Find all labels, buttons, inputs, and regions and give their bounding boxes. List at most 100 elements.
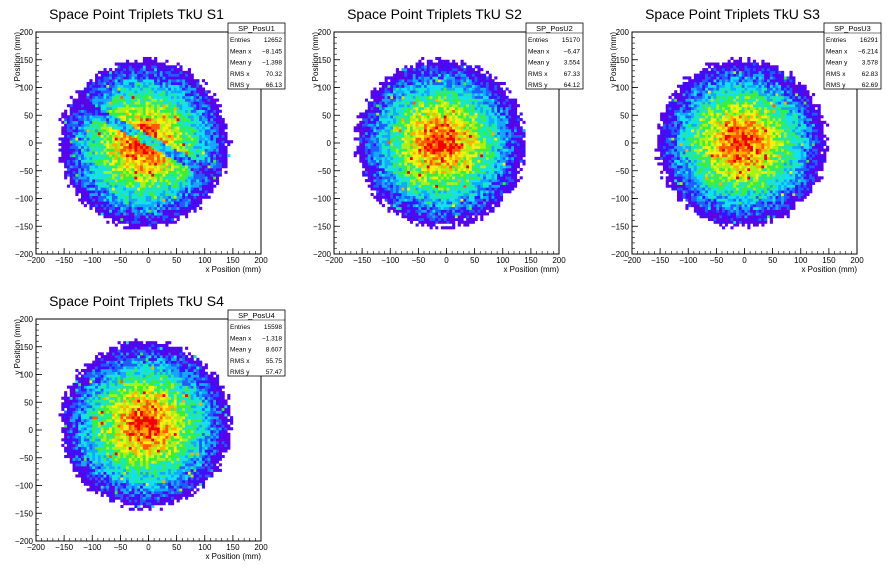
heatmap-bin bbox=[384, 143, 388, 147]
heatmap-bin bbox=[438, 106, 442, 110]
heatmap-bin bbox=[384, 198, 388, 202]
heatmap-bin bbox=[457, 184, 461, 188]
heatmap-bin bbox=[469, 156, 473, 160]
heatmap-bin bbox=[168, 68, 172, 72]
heatmap-bin bbox=[452, 98, 456, 102]
heatmap-bin bbox=[471, 192, 475, 197]
heatmap-bin bbox=[134, 151, 138, 155]
heatmap-bin bbox=[162, 104, 166, 108]
heatmap-bin bbox=[409, 93, 414, 97]
heatmap-bin bbox=[196, 93, 200, 97]
heatmap-bin bbox=[95, 87, 99, 91]
heatmap-bin bbox=[171, 195, 175, 199]
heatmap-bin bbox=[443, 165, 447, 169]
heatmap-bin bbox=[151, 81, 155, 86]
heatmap-bin bbox=[469, 106, 473, 110]
heatmap-bin bbox=[86, 167, 90, 172]
heatmap-bin bbox=[131, 81, 135, 86]
heatmap-bin bbox=[393, 187, 397, 191]
heatmap-bin bbox=[398, 126, 402, 130]
heatmap-bin bbox=[111, 215, 116, 219]
heatmap-bin bbox=[126, 129, 130, 133]
heatmap-bin bbox=[207, 134, 211, 138]
heatmap-bin bbox=[114, 93, 118, 97]
heatmap-bin bbox=[89, 101, 93, 105]
heatmap-bin bbox=[168, 206, 172, 210]
heatmap-bin bbox=[97, 148, 101, 152]
heatmap-bin bbox=[213, 115, 217, 119]
heatmap-bin bbox=[148, 143, 152, 147]
heatmap-bin bbox=[114, 84, 118, 88]
heatmap-bin bbox=[126, 98, 130, 102]
heatmap-bin bbox=[154, 65, 158, 69]
heatmap-bin bbox=[435, 162, 439, 166]
heatmap-bin bbox=[376, 170, 380, 174]
heatmap-bin bbox=[370, 140, 374, 144]
heatmap-bin bbox=[131, 190, 135, 194]
heatmap-bin bbox=[210, 106, 214, 110]
heatmap-bin bbox=[432, 215, 436, 219]
heatmap-bin bbox=[137, 79, 141, 83]
heatmap-bin bbox=[196, 98, 200, 102]
heatmap-bin bbox=[204, 129, 208, 133]
heatmap-bin bbox=[424, 195, 428, 199]
heatmap-bin bbox=[379, 145, 383, 149]
heatmap-bin bbox=[404, 181, 408, 185]
heatmap-bin bbox=[95, 187, 99, 191]
heatmap-bin bbox=[218, 145, 222, 149]
heatmap-bin bbox=[381, 137, 385, 141]
heatmap-bin bbox=[457, 90, 461, 94]
heatmap-bin bbox=[429, 176, 433, 180]
heatmap-bin bbox=[435, 209, 439, 213]
heatmap-bin bbox=[97, 159, 101, 163]
heatmap-bin bbox=[407, 206, 411, 210]
heatmap-bin bbox=[86, 145, 90, 149]
heatmap-bin bbox=[64, 145, 68, 149]
heatmap-bin bbox=[148, 84, 152, 88]
heatmap-bin bbox=[196, 167, 200, 172]
heatmap-bin bbox=[128, 76, 132, 80]
heatmap-bin bbox=[75, 140, 79, 144]
heatmap-bin bbox=[114, 101, 118, 105]
heatmap-bin bbox=[457, 148, 461, 152]
heatmap-bin bbox=[440, 151, 444, 155]
heatmap-bin bbox=[418, 145, 422, 149]
heatmap-bin bbox=[418, 134, 422, 138]
heatmap-bin bbox=[390, 98, 394, 102]
heatmap-bin bbox=[86, 95, 90, 99]
heatmap-bin bbox=[409, 109, 414, 113]
heatmap-bin bbox=[134, 101, 138, 105]
heatmap-bin bbox=[159, 201, 163, 205]
heatmap-bin bbox=[187, 198, 191, 202]
heatmap-bin bbox=[154, 179, 158, 183]
heatmap-bin bbox=[109, 209, 113, 213]
heatmap-bin bbox=[376, 126, 380, 130]
heatmap-bin bbox=[454, 217, 459, 221]
heatmap-bin bbox=[120, 65, 124, 69]
heatmap-bin bbox=[463, 220, 467, 224]
heatmap-bin bbox=[168, 84, 172, 88]
heatmap-bin bbox=[176, 179, 180, 183]
heatmap-bin bbox=[213, 131, 217, 135]
heatmap-bin bbox=[381, 154, 385, 158]
heatmap-bin bbox=[384, 118, 388, 122]
heatmap-bin bbox=[395, 165, 399, 169]
heatmap-bin bbox=[126, 159, 130, 163]
heatmap-bin bbox=[401, 134, 405, 138]
heatmap-bin bbox=[446, 65, 450, 69]
heatmap-bin bbox=[120, 101, 124, 105]
heatmap-bin bbox=[64, 137, 68, 141]
heatmap-bin bbox=[379, 95, 383, 99]
heatmap-bin bbox=[176, 95, 180, 99]
heatmap-bin bbox=[213, 98, 217, 102]
heatmap-bin bbox=[379, 118, 383, 122]
heatmap-bin bbox=[438, 98, 442, 102]
heatmap-bin bbox=[109, 93, 113, 97]
heatmap-bin bbox=[159, 95, 163, 99]
heatmap-bin bbox=[78, 109, 82, 113]
heatmap-bin bbox=[159, 87, 163, 91]
heatmap-bin bbox=[364, 109, 369, 113]
heatmap-bin bbox=[387, 90, 391, 94]
heatmap-bin bbox=[128, 181, 132, 185]
heatmap-bin bbox=[471, 209, 475, 213]
